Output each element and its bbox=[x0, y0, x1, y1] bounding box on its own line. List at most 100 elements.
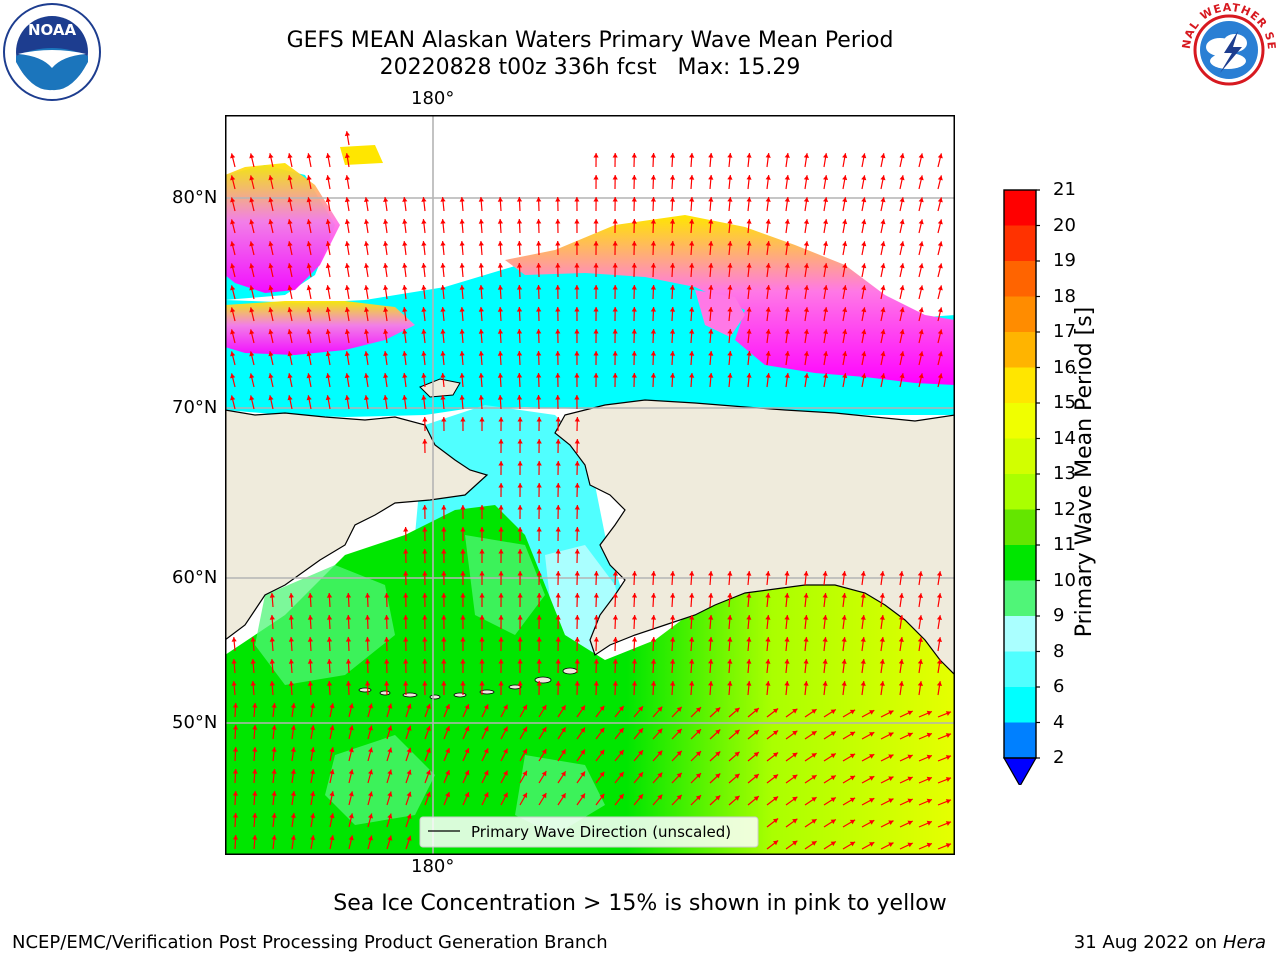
wave-arrow-head bbox=[232, 769, 239, 774]
wave-arrow-head bbox=[695, 751, 701, 757]
wave-arrow-head bbox=[536, 527, 542, 532]
wave-arrow-head bbox=[287, 153, 293, 159]
wave-arrow-head bbox=[926, 732, 932, 738]
wave-arrow-head bbox=[727, 175, 733, 180]
wave-arrow-head bbox=[708, 659, 714, 664]
wave-arrow-head bbox=[422, 505, 428, 510]
wave-arrow-head bbox=[842, 351, 848, 357]
wave-arrow-head bbox=[329, 813, 335, 819]
wave-arrow-head bbox=[823, 175, 829, 180]
wave-arrow-head bbox=[899, 351, 905, 357]
wave-arrow-head bbox=[574, 593, 580, 598]
wave-arrow-head bbox=[869, 798, 875, 803]
colorbar bbox=[1000, 185, 1042, 788]
legend-label: Primary Wave Direction (unscaled) bbox=[471, 823, 731, 841]
wave-arrow-head bbox=[792, 818, 798, 824]
wave-arrow-head bbox=[715, 729, 721, 735]
wave-arrow-head bbox=[937, 263, 943, 269]
wave-arrow-head bbox=[425, 747, 431, 753]
wave-arrow-head bbox=[792, 752, 798, 758]
wave-arrow-head bbox=[290, 835, 296, 840]
wave-arrow-head bbox=[580, 749, 585, 755]
wave-arrow-head bbox=[631, 571, 638, 576]
wave-arrow-head bbox=[811, 731, 817, 736]
wave-arrow-head bbox=[727, 593, 733, 598]
wave-arrow-head bbox=[517, 681, 523, 686]
wave-arrow-head bbox=[574, 417, 580, 422]
wave-arrow-head bbox=[383, 219, 389, 224]
wave-arrow-head bbox=[406, 769, 412, 775]
wave-arrow-head bbox=[325, 263, 331, 269]
wave-arrow-head bbox=[593, 593, 599, 598]
colorbar-tick-label: 11 bbox=[1053, 534, 1076, 555]
wave-arrow-head bbox=[555, 285, 561, 290]
wave-arrow-head bbox=[899, 153, 905, 159]
wave-arrow-head bbox=[803, 175, 809, 180]
wave-arrow-head bbox=[803, 593, 809, 598]
wave-arrow-head bbox=[383, 351, 389, 356]
wave-arrow-head bbox=[803, 351, 809, 356]
wave-arrow-head bbox=[478, 197, 484, 202]
lat-label-60: 60°N bbox=[172, 567, 218, 588]
wave-arrow-head bbox=[898, 571, 904, 576]
wave-arrow-head bbox=[445, 704, 450, 710]
wave-arrow-head bbox=[479, 681, 485, 686]
wave-arrow-head bbox=[631, 197, 637, 202]
wave-arrow-head bbox=[364, 373, 370, 378]
wave-arrow-head bbox=[536, 659, 542, 664]
wave-arrow-head bbox=[555, 197, 561, 202]
wave-arrow-head bbox=[230, 153, 236, 159]
wave-arrow-head bbox=[650, 373, 656, 378]
wave-arrow-head bbox=[727, 681, 733, 686]
wave-arrow-head bbox=[727, 637, 733, 642]
wave-arrow-head bbox=[574, 263, 580, 268]
wave-arrow-head bbox=[899, 219, 905, 225]
wave-arrow-head bbox=[348, 813, 354, 819]
wave-arrow-head bbox=[329, 791, 335, 797]
wave-arrow-head bbox=[368, 791, 373, 797]
wave-arrow-head bbox=[899, 307, 905, 313]
wave-arrow-head bbox=[669, 373, 676, 378]
colorbar-tick-label: 8 bbox=[1053, 640, 1065, 662]
wave-arrow-head bbox=[823, 219, 829, 224]
wave-arrow-head bbox=[918, 373, 924, 379]
wave-arrow-head bbox=[631, 307, 637, 312]
wave-arrow-head bbox=[830, 797, 836, 803]
wave-arrow-head bbox=[784, 219, 790, 224]
wave-arrow-head bbox=[541, 771, 547, 777]
wave-arrow-head bbox=[402, 395, 408, 400]
wave-arrow-head bbox=[841, 571, 847, 576]
wave-arrow-head bbox=[746, 285, 752, 290]
colorbar-segment bbox=[1004, 438, 1036, 475]
map-legend: Primary Wave Direction (unscaled) bbox=[419, 816, 759, 848]
wave-arrow-head bbox=[498, 439, 504, 444]
wave-arrow-head bbox=[268, 241, 274, 247]
wave-arrow-head bbox=[232, 703, 239, 708]
wave-arrow-head bbox=[344, 241, 350, 247]
wave-arrow-head bbox=[307, 659, 313, 664]
wave-arrow-head bbox=[899, 197, 905, 203]
colorbar-tick-label: 4 bbox=[1053, 711, 1065, 733]
wave-arrow-head bbox=[657, 728, 663, 734]
wave-arrow-head bbox=[811, 819, 817, 824]
wave-arrow-head bbox=[310, 703, 316, 709]
wave-arrow-head bbox=[574, 637, 580, 642]
wave-arrow-head bbox=[516, 285, 523, 290]
wave-arrow-head bbox=[541, 727, 547, 733]
wave-arrow-head bbox=[765, 285, 771, 290]
wave-arrow-head bbox=[727, 373, 733, 378]
wave-arrow-head bbox=[917, 615, 923, 620]
wave-arrow-head bbox=[478, 285, 484, 290]
wave-arrow-head bbox=[503, 704, 508, 710]
wave-arrow-head bbox=[803, 219, 809, 224]
wave-arrow-head bbox=[734, 773, 740, 779]
wave-arrow-head bbox=[879, 593, 885, 598]
wave-arrow-head bbox=[232, 747, 239, 752]
wave-arrow-head bbox=[383, 329, 389, 334]
wave-arrow-head bbox=[232, 835, 239, 840]
wave-arrow-head bbox=[421, 307, 427, 312]
wave-arrow-head bbox=[907, 732, 913, 738]
wave-arrow-head bbox=[880, 197, 886, 203]
wave-arrow-head bbox=[689, 153, 695, 158]
wave-arrow-head bbox=[823, 241, 829, 246]
